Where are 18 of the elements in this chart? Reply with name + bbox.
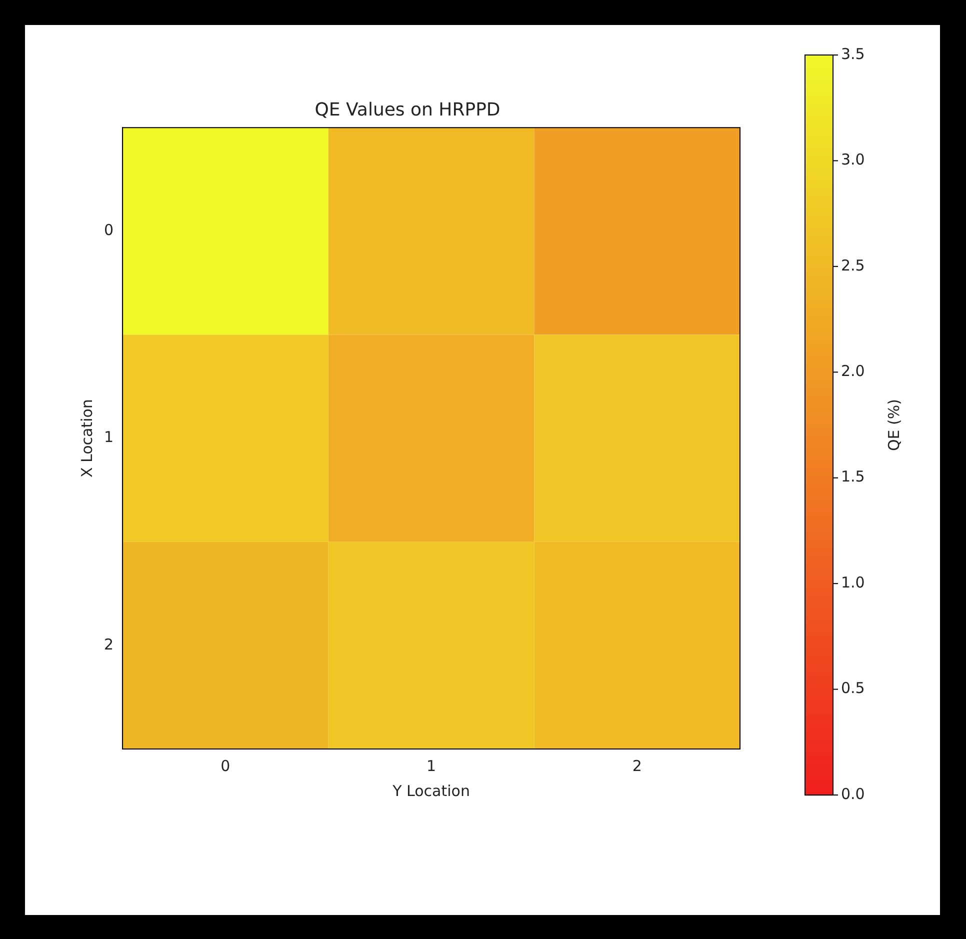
color-bar-label: 1.0 <box>841 573 865 592</box>
x-axis-title: Y Location <box>392 782 470 800</box>
y-axis-title: X Location <box>78 399 96 478</box>
chart-title: QE Values on HRPPD <box>314 99 500 120</box>
color-bar-label: 0.5 <box>841 679 865 698</box>
color-bar-label: 3.5 <box>841 44 865 63</box>
y-tick-label: 2 <box>104 635 114 654</box>
x-tick-label: 1 <box>426 756 436 775</box>
color-bar-label: 0.0 <box>841 784 865 803</box>
color-bar-label: 2.0 <box>841 362 865 380</box>
color-bar-label: 2.5 <box>841 256 865 274</box>
y-tick-label: 0 <box>104 221 114 240</box>
x-tick-label: 2 <box>632 756 642 775</box>
y-tick-label: 1 <box>104 428 114 446</box>
color-bar-label: 1.5 <box>841 468 865 486</box>
color-bar-title: QE (%) <box>884 398 903 452</box>
x-tick-label: 0 <box>220 756 230 775</box>
color-bar-label: 3.0 <box>841 150 865 169</box>
